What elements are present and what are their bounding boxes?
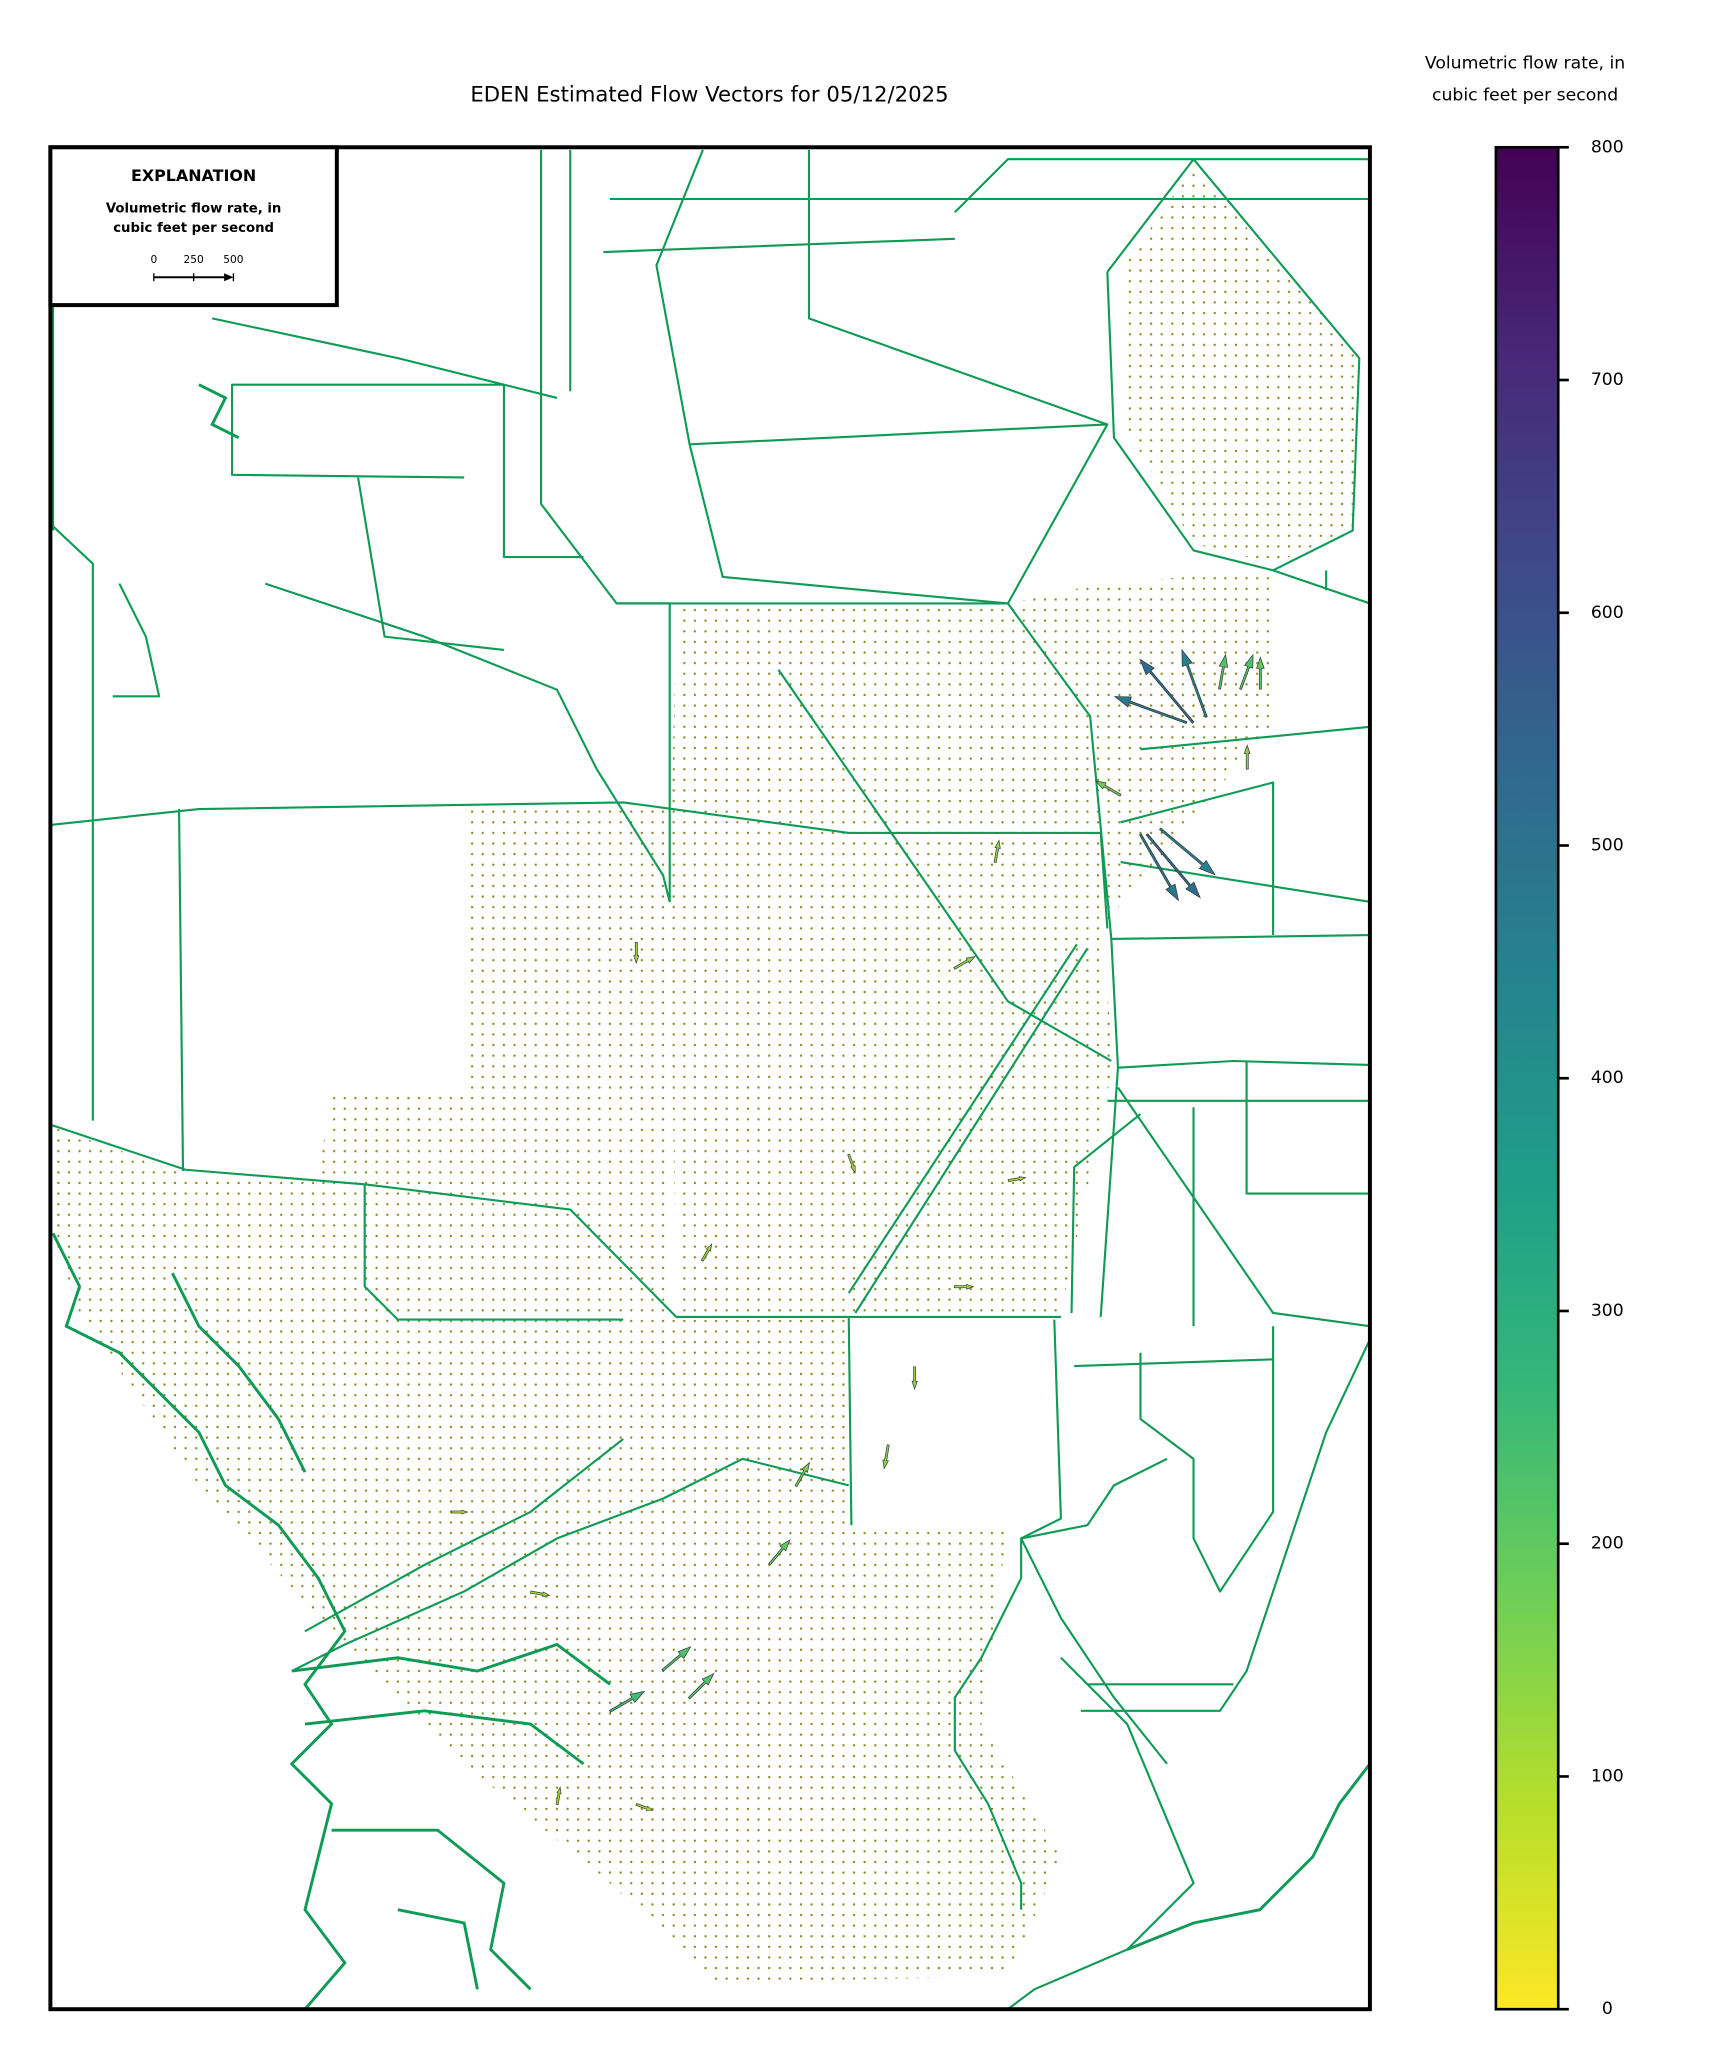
flow-vectors — [451, 648, 1265, 1811]
colorbar-tick-label: 200 — [1591, 1534, 1624, 1554]
flow-vector — [1113, 696, 1188, 725]
flow-vector — [608, 1690, 646, 1713]
colorbar-tick-label: 100 — [1591, 1766, 1624, 1786]
scale-tick-label: 0 — [150, 254, 157, 266]
colorbar-label: Volumetric flow rate, in — [1425, 54, 1625, 74]
colorbar — [1494, 145, 1560, 2011]
colorbar-tick-label: 400 — [1591, 1068, 1624, 1088]
flow-vector — [1243, 744, 1251, 770]
flow-vector — [1181, 648, 1208, 718]
colorbar-tick-label: 800 — [1591, 137, 1624, 157]
flow-vector — [847, 1153, 856, 1174]
flow-vector — [882, 1444, 890, 1470]
scale-tick-label: 500 — [223, 254, 243, 266]
flow-vector — [911, 1366, 918, 1391]
scale-head — [224, 273, 234, 282]
flow-vector — [1139, 658, 1195, 724]
explanation-box: EXPLANATION Volumetric flow rate, in cub… — [48, 145, 339, 308]
explanation-title: EXPLANATION — [131, 166, 256, 185]
flow-vector — [635, 1802, 654, 1811]
colorbar-tick-label: 600 — [1591, 603, 1624, 623]
map-area — [50, 149, 1370, 2010]
map-frame — [48, 145, 1372, 2012]
flow-vector — [633, 941, 640, 965]
flow-vector — [555, 1786, 562, 1805]
flow-vector — [1094, 780, 1122, 797]
grid-dots — [53, 165, 1360, 1983]
colorbar-tick-label: 700 — [1591, 370, 1624, 390]
colorbar-ticks: 0 100 200 300 400 500 600 700 800 — [1558, 137, 1624, 2019]
colorbar-tick-label: 500 — [1591, 836, 1624, 856]
explanation-label: Volumetric flow rate, in — [106, 201, 281, 216]
flow-vector — [700, 1243, 713, 1262]
map-title: EDEN Estimated Flow Vectors for 05/12/20… — [470, 83, 948, 108]
flow-vector — [687, 1672, 715, 1700]
flow-vector — [530, 1590, 551, 1597]
flow-vector — [1138, 833, 1180, 902]
scale-arrow: 0 250 500 — [150, 254, 244, 282]
flow-vector — [1239, 653, 1254, 690]
coastline — [51, 383, 1370, 2010]
scale-tick-label: 250 — [184, 254, 204, 266]
flow-vector — [1007, 1176, 1027, 1183]
flow-vector — [993, 839, 1001, 863]
flow-vector — [1256, 656, 1265, 690]
flow-vector — [661, 1646, 692, 1672]
flow-vector — [1158, 827, 1216, 876]
flow-vector — [451, 1509, 469, 1515]
flow-vector — [1145, 833, 1201, 899]
flow-vector — [953, 956, 976, 970]
flow-vector — [1218, 653, 1229, 690]
colorbar-tick-label: 0 — [1602, 1999, 1613, 2019]
colorbar-tick-label: 300 — [1591, 1301, 1624, 1321]
flow-vector — [794, 1461, 811, 1488]
colorbar-label: cubic feet per second — [1432, 86, 1618, 106]
canal-network — [50, 149, 1370, 2010]
flow-vector — [953, 1283, 975, 1290]
flow-vector — [768, 1539, 791, 1566]
explanation-label: cubic feet per second — [113, 221, 274, 236]
